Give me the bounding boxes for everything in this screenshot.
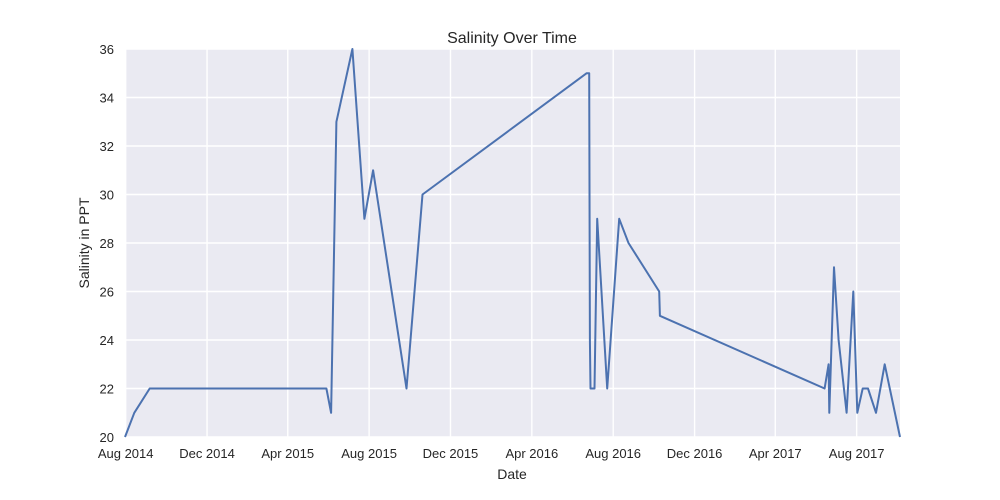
y-tick-label: 36 [100,42,114,57]
series-group [124,48,901,438]
y-tick-label: 34 [100,91,114,106]
x-tick-label: Apr 2017 [749,446,802,461]
y-tick-label: 22 [100,382,114,397]
x-tick-labels: Aug 2014 Dec 2014 Apr 2015 Aug 2015 Dec 2015… [98,446,885,461]
y-tick-label: 32 [100,139,114,154]
x-tick-label: Dec 2015 [423,446,479,461]
salinity-series-line [124,48,901,438]
y-tick-label: 24 [100,333,114,348]
x-tick-label: Apr 2015 [261,446,314,461]
x-tick-label: Aug 2017 [829,446,885,461]
x-tick-label: Apr 2016 [505,446,558,461]
x-axis-label: Date [497,466,527,482]
chart-title: Salinity Over Time [447,30,577,47]
x-tick-label: Dec 2014 [179,446,235,461]
y-tick-label: 20 [100,430,114,445]
y-axis-label: Salinity in PPT [76,197,92,288]
x-tick-label: Dec 2016 [667,446,723,461]
y-tick-label: 28 [100,236,114,251]
y-tick-label: 26 [100,285,114,300]
y-tick-label: 30 [100,188,114,203]
y-tick-labels: 20 22 24 26 28 30 32 34 36 [100,42,114,445]
x-tick-label: Aug 2014 [98,446,154,461]
x-tick-label: Aug 2015 [341,446,397,461]
x-tick-label: Aug 2016 [585,446,641,461]
